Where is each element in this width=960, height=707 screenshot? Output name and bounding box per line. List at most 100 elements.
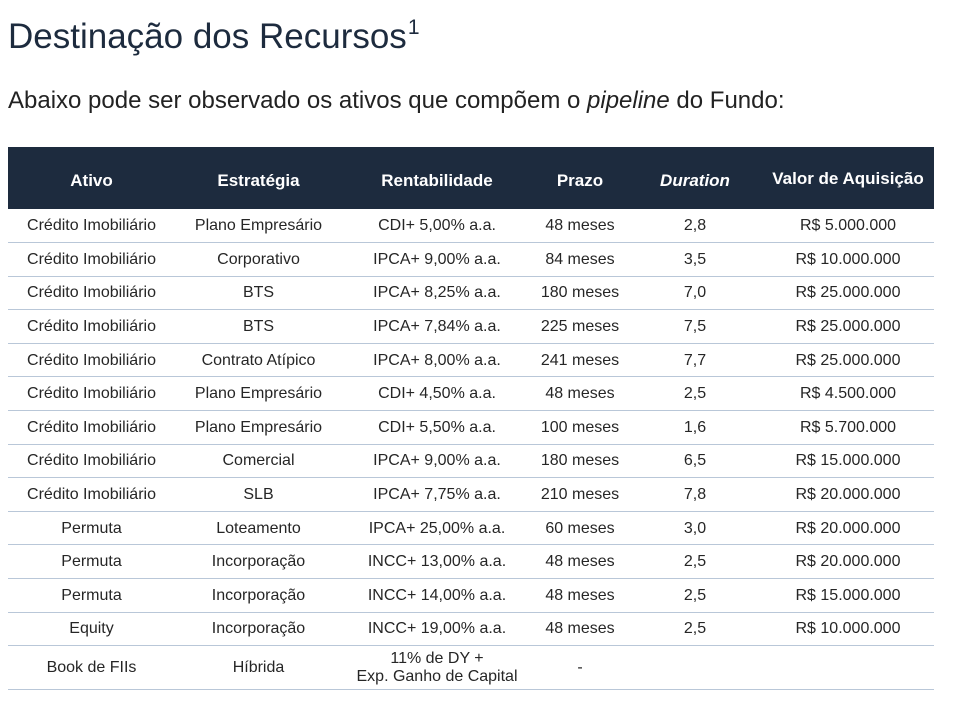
cell-valor-aquisicao: R$ 5.700.000 bbox=[762, 410, 934, 445]
cell-duration: 7,7 bbox=[628, 343, 762, 378]
column-header-rentabilidade: Rentabilidade bbox=[381, 171, 493, 190]
cell-prazo: 48 meses bbox=[532, 544, 628, 580]
subtitle-text-post: do Fundo: bbox=[669, 87, 785, 114]
cell-estrategia: BTS bbox=[175, 309, 342, 344]
cell-duration: 7,5 bbox=[628, 309, 762, 344]
cell-estrategia: Comercial bbox=[175, 444, 342, 479]
table-row: Crédito Imobiliário BTS IPCA+ 8,25% a.a. 18… bbox=[8, 276, 934, 311]
cell-valor-aquisicao: R$ 20.000.000 bbox=[762, 544, 934, 580]
cell-estrategia: Incorporação bbox=[175, 612, 342, 647]
cell-rentabilidade: IPCA+ 9,00% a.a. bbox=[342, 242, 532, 277]
cell-ativo: Crédito Imobiliário bbox=[8, 376, 175, 412]
pipeline-table: Ativo Estratégia Rentabilidade Prazo Dur… bbox=[8, 147, 934, 691]
column-header-prazo: Prazo bbox=[556, 171, 604, 190]
cell-duration: 2,8 bbox=[628, 209, 762, 244]
cell-valor-aquisicao: R$ 15.000.000 bbox=[762, 444, 934, 479]
cell-rentabilidade: IPCA+ 9,00% a.a. bbox=[342, 444, 532, 479]
cell-duration: 2,5 bbox=[628, 544, 762, 580]
cell-prazo: 210 meses bbox=[532, 477, 628, 512]
cell-ativo: Crédito Imobiliário bbox=[8, 309, 175, 344]
cell-duration bbox=[628, 645, 762, 691]
cell-duration: 2,5 bbox=[628, 578, 762, 613]
column-header-duration: Duration bbox=[660, 171, 730, 190]
cell-ativo: Crédito Imobiliário bbox=[8, 477, 175, 512]
cell-prazo: 48 meses bbox=[532, 209, 628, 244]
cell-rentabilidade: INCC+ 14,00% a.a. bbox=[342, 578, 532, 613]
cell-estrategia: Corporativo bbox=[175, 242, 342, 277]
cell-estrategia: Plano Empresário bbox=[175, 376, 342, 412]
cell-rentabilidade: INCC+ 13,00% a.a. bbox=[342, 544, 532, 580]
cell-prazo: - bbox=[532, 645, 628, 691]
table-row: Crédito Imobiliário Plano Empresário CDI+ … bbox=[8, 410, 934, 445]
subtitle-text-pre: Abaixo pode ser observado os ativos que … bbox=[8, 87, 588, 114]
column-header-ativo: Ativo bbox=[70, 171, 113, 190]
cell-prazo: 100 meses bbox=[532, 410, 628, 445]
cell-valor-aquisicao: R$ 25.000.000 bbox=[762, 276, 934, 311]
cell-ativo: Crédito Imobiliário bbox=[8, 242, 175, 277]
table-row: Crédito Imobiliário Comercial IPCA+ 9,00% … bbox=[8, 444, 934, 479]
cell-estrategia: Incorporação bbox=[175, 578, 342, 613]
cell-prazo: 48 meses bbox=[532, 376, 628, 412]
cell-duration: 1,6 bbox=[628, 410, 762, 445]
subtitle-text-emphasis: pipeline bbox=[587, 87, 670, 114]
cell-estrategia: Híbrida bbox=[175, 645, 342, 691]
cell-valor-aquisicao: R$ 20.000.000 bbox=[762, 477, 934, 512]
page-subtitle: Abaixo pode ser observado os ativos que … bbox=[8, 86, 785, 116]
table-row: Crédito Imobiliário Contrato Atípico IPCA+… bbox=[8, 343, 934, 378]
cell-duration: 7,0 bbox=[628, 276, 762, 311]
cell-rentabilidade: INCC+ 19,00% a.a. bbox=[342, 612, 532, 647]
table-row-book-de-fiis: Book de FIIs Híbrida 11% de DY + Exp. Ga… bbox=[8, 645, 934, 691]
cell-rentabilidade: IPCA+ 8,25% a.a. bbox=[342, 276, 532, 311]
cell-prazo: 180 meses bbox=[532, 444, 628, 479]
table-row: Crédito Imobiliário Plano Empresário CDI+ … bbox=[8, 209, 934, 244]
cell-prazo: 60 meses bbox=[532, 511, 628, 546]
cell-prazo: 84 meses bbox=[532, 242, 628, 277]
table-row: Permuta Incorporação INCC+ 14,00% a.a. 48 m… bbox=[8, 578, 934, 613]
cell-valor-aquisicao: R$ 15.000.000 bbox=[762, 578, 934, 613]
table-header: Ativo Estratégia Rentabilidade Prazo Dur… bbox=[8, 147, 934, 209]
cell-estrategia: Contrato Atípico bbox=[175, 343, 342, 378]
column-header-estrategia: Estratégia bbox=[217, 171, 300, 190]
cell-estrategia: Loteamento bbox=[175, 511, 342, 546]
cell-ativo: Permuta bbox=[8, 544, 175, 580]
table-row: Crédito Imobiliário SLB IPCA+ 7,75% a.a. 21… bbox=[8, 477, 934, 512]
cell-duration: 2,5 bbox=[628, 612, 762, 647]
cell-rentabilidade: IPCA+ 8,00% a.a. bbox=[342, 343, 532, 378]
cell-ativo: Permuta bbox=[8, 511, 175, 546]
table-row: Crédito Imobiliário Plano Empresário CDI+ … bbox=[8, 376, 934, 412]
cell-valor-aquisicao: R$ 10.000.000 bbox=[762, 612, 934, 647]
cell-estrategia: Plano Empresário bbox=[175, 410, 342, 445]
cell-rentabilidade-line-2: Exp. Ganho de Capital bbox=[356, 667, 518, 685]
cell-ativo: Crédito Imobiliário bbox=[8, 343, 175, 378]
table-header-row: Ativo Estratégia Rentabilidade Prazo Dur… bbox=[8, 147, 934, 209]
cell-duration: 6,5 bbox=[628, 444, 762, 479]
cell-ativo: Crédito Imobiliário bbox=[8, 410, 175, 445]
cell-estrategia: Plano Empresário bbox=[175, 209, 342, 244]
cell-valor-aquisicao bbox=[762, 645, 934, 691]
cell-valor-aquisicao: R$ 10.000.000 bbox=[762, 242, 934, 277]
cell-valor-aquisicao: R$ 4.500.000 bbox=[762, 376, 934, 412]
cell-estrategia: SLB bbox=[175, 477, 342, 512]
cell-ativo: Crédito Imobiliário bbox=[8, 276, 175, 311]
cell-valor-aquisicao: R$ 5.000.000 bbox=[762, 209, 934, 244]
cell-rentabilidade: CDI+ 5,50% a.a. bbox=[342, 410, 532, 445]
cell-ativo: Equity bbox=[8, 612, 175, 647]
cell-rentabilidade: 11% de DY + Exp. Ganho de Capital bbox=[342, 645, 532, 691]
cell-duration: 3,0 bbox=[628, 511, 762, 546]
cell-rentabilidade-line-1: 11% de DY + bbox=[390, 649, 484, 667]
table-row: Permuta Incorporação INCC+ 13,00% a.a. 48 m… bbox=[8, 544, 934, 580]
cell-ativo: Crédito Imobiliário bbox=[8, 444, 175, 479]
title-footnote-marker: 1 bbox=[407, 16, 420, 39]
table-row: Crédito Imobiliário Corporativo IPCA+ 9,00… bbox=[8, 242, 934, 277]
cell-estrategia: BTS bbox=[175, 276, 342, 311]
table-row: Permuta Loteamento IPCA+ 25,00% a.a. 60 mes… bbox=[8, 511, 934, 546]
cell-prazo: 48 meses bbox=[532, 612, 628, 647]
cell-duration: 2,5 bbox=[628, 376, 762, 412]
table-row: Crédito Imobiliário BTS IPCA+ 7,84% a.a. 22… bbox=[8, 309, 934, 344]
cell-prazo: 241 meses bbox=[532, 343, 628, 378]
cell-ativo: Book de FIIs bbox=[8, 645, 175, 691]
cell-rentabilidade: CDI+ 4,50% a.a. bbox=[342, 376, 532, 412]
table-body: Crédito Imobiliário Plano Empresário CDI+ … bbox=[8, 209, 934, 691]
cell-valor-aquisicao: R$ 25.000.000 bbox=[762, 343, 934, 378]
cell-valor-aquisicao: R$ 20.000.000 bbox=[762, 511, 934, 546]
